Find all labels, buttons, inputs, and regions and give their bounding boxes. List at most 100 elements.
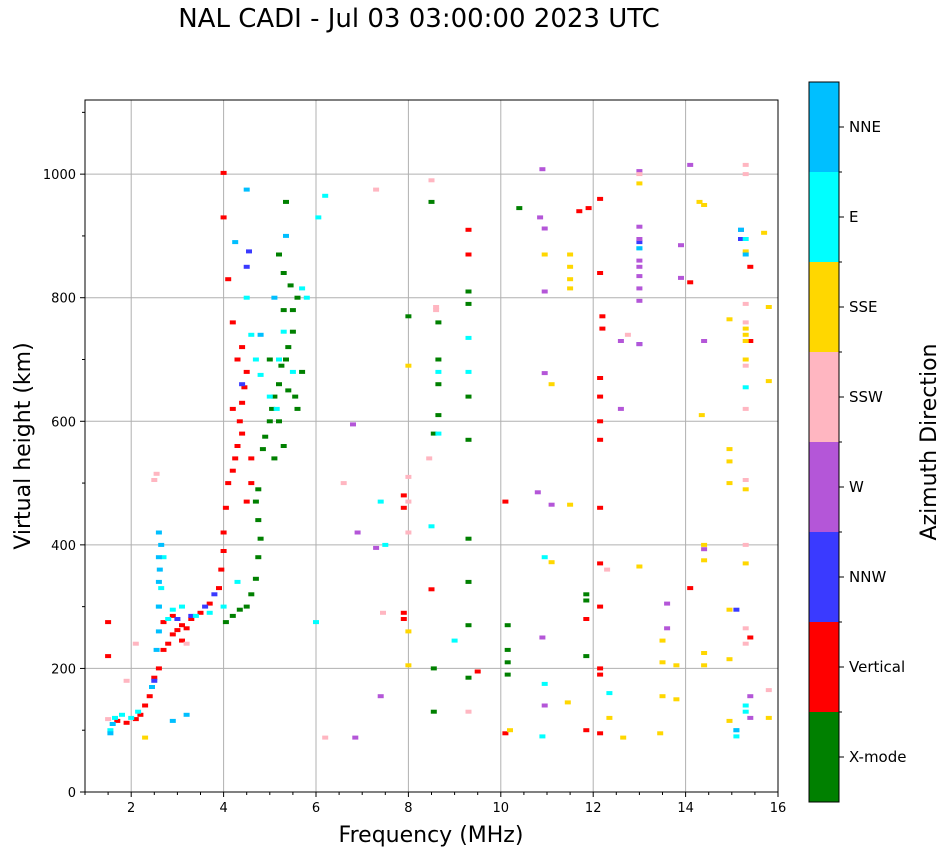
data-point (243, 499, 250, 504)
data-point (435, 369, 442, 374)
data-point (229, 406, 236, 411)
data-point (248, 592, 255, 597)
data-point (742, 249, 749, 254)
data-point (155, 629, 162, 634)
data-point (504, 647, 511, 652)
data-point (105, 654, 112, 659)
data-point (583, 728, 590, 733)
data-point (211, 592, 218, 597)
data-point (742, 301, 749, 306)
data-point (541, 371, 548, 376)
series-ssw (105, 162, 772, 740)
data-point (597, 666, 604, 671)
data-point (299, 369, 306, 374)
data-point (220, 549, 227, 553)
data-point (283, 233, 289, 238)
data-point (502, 731, 509, 736)
data-point (234, 357, 241, 362)
data-point (276, 419, 282, 424)
data-point (701, 558, 708, 563)
x-tick-label: 14 (677, 801, 694, 816)
data-point (465, 536, 472, 541)
data-point (107, 731, 114, 736)
data-point (597, 376, 604, 380)
data-point (142, 703, 149, 708)
data-point (433, 305, 440, 309)
series-e (107, 193, 749, 739)
data-point (322, 193, 329, 198)
data-point (377, 499, 384, 504)
data-point (435, 357, 442, 362)
data-point (636, 240, 643, 245)
data-point (599, 314, 606, 319)
data-point (516, 206, 523, 211)
data-point (123, 678, 130, 683)
data-point (747, 715, 754, 720)
colorbar-tick-label: W (849, 478, 864, 496)
data-point (132, 717, 139, 722)
data-point (765, 688, 772, 693)
data-point (160, 647, 167, 652)
data-point (636, 264, 643, 269)
data-point (465, 227, 472, 232)
data-point (733, 734, 740, 739)
data-point (234, 444, 241, 448)
data-point (155, 555, 162, 560)
data-point (400, 610, 407, 615)
data-point (664, 601, 671, 606)
data-point (733, 728, 740, 733)
data-point (354, 530, 361, 535)
data-point (289, 308, 296, 313)
data-point (243, 369, 250, 374)
data-point (149, 685, 155, 689)
data-point (678, 275, 684, 280)
data-point (567, 502, 574, 507)
data-point (567, 252, 574, 257)
data-point (742, 406, 749, 411)
data-point (597, 731, 604, 736)
data-point (239, 382, 246, 387)
data-point (435, 431, 442, 436)
data-point (280, 329, 287, 334)
data-point (123, 720, 130, 725)
data-point (435, 413, 442, 418)
data-point (537, 215, 544, 220)
colorbar-tick-label: SSW (849, 388, 883, 406)
data-point (761, 230, 768, 235)
data-point (248, 481, 255, 486)
data-point (257, 536, 264, 541)
data-point (151, 675, 158, 680)
data-point (197, 610, 204, 615)
colorbar-segment (809, 172, 839, 262)
data-point (169, 632, 176, 637)
x-tick-label: 12 (585, 801, 602, 816)
data-point (271, 456, 278, 461)
data-point (567, 264, 574, 269)
data-point (229, 320, 236, 325)
data-point (742, 172, 749, 177)
data-point (606, 715, 613, 720)
data-point (206, 601, 213, 606)
data-point (636, 258, 643, 263)
data-point (504, 660, 511, 665)
data-point (153, 647, 160, 652)
data-point (583, 654, 590, 659)
data-point (742, 641, 749, 646)
data-point (541, 226, 548, 231)
data-point (541, 289, 548, 294)
data-point (687, 162, 694, 167)
data-point (742, 252, 749, 257)
y-tick-label: 1000 (43, 168, 76, 183)
data-point (701, 339, 708, 343)
data-point (155, 579, 162, 584)
data-point (405, 530, 412, 535)
data-point (433, 308, 440, 313)
x-tick-label: 6 (312, 801, 320, 816)
colorbar-segment (809, 712, 839, 802)
data-point (747, 264, 754, 269)
data-point (701, 203, 708, 207)
data-point (428, 524, 435, 529)
data-point (236, 607, 243, 612)
series-w (350, 162, 754, 740)
colorbar-tick-label: Vertical (849, 658, 905, 676)
